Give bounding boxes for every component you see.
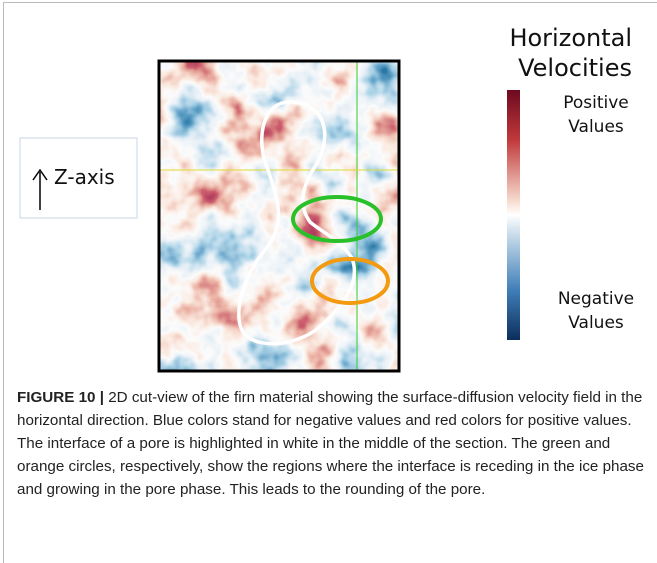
figure: Z-axis Horizontal Velocities Positive Va… — [19, 24, 634, 373]
colorbar-label: Values — [568, 313, 624, 333]
section-border — [157, 59, 401, 373]
legend-title: Velocities — [518, 54, 632, 82]
pore-interface — [237, 100, 357, 346]
velocity-field — [160, 62, 398, 370]
legend-title: Horizontal — [509, 24, 632, 52]
colorbar-label: Positive — [563, 93, 629, 113]
colorbar-label: Values — [568, 117, 624, 137]
caption-text: 2D cut-view of the firn material showing… — [17, 389, 644, 498]
orange-circle — [310, 257, 390, 305]
caption: FIGURE 10 | 2D cut-view of the firn mate… — [17, 386, 645, 501]
axis-arrow-head — [32, 168, 48, 181]
caption-label: FIGURE 10 | — [17, 389, 104, 406]
colorbar-label: Negative — [558, 289, 634, 309]
green-circle — [291, 195, 383, 243]
figure-frame — [3, 2, 657, 563]
colorbar — [507, 90, 520, 340]
axis-label: Z-axis — [54, 165, 115, 189]
